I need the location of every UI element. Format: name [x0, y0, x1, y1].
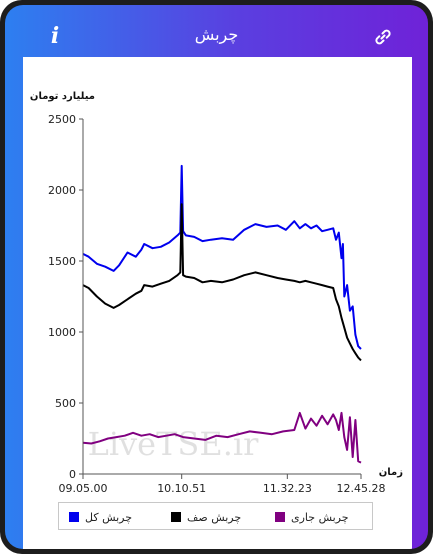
x-tick-label: 10.10.51: [157, 482, 206, 495]
info-icon: i: [50, 23, 60, 49]
legend-swatch-current: [275, 512, 285, 522]
y-tick-label: 2000: [48, 184, 76, 197]
series-line-queue: [82, 203, 362, 362]
page-title: چربش: [194, 25, 239, 44]
y-tick-label: 500: [55, 397, 76, 410]
x-axis-label: زمان: [379, 467, 403, 478]
legend-swatch-total: [69, 512, 79, 522]
x-tick-label: 09.05.00: [59, 482, 108, 495]
link-icon: [375, 29, 391, 45]
legend-item-current[interactable]: چربش جاری: [275, 509, 349, 525]
legend-item-queue[interactable]: چربش صف: [171, 509, 241, 525]
info-button[interactable]: i: [45, 23, 65, 49]
watermark: LiveTSE.ir: [88, 425, 260, 463]
y-tick-label: 1500: [48, 255, 76, 268]
x-tick-label: 11.32.23: [263, 482, 312, 495]
legend-item-total[interactable]: چربش کل: [69, 509, 132, 525]
legend-label-total: چربش کل: [85, 510, 133, 524]
series-line-current: [82, 411, 362, 464]
legend-swatch-queue: [171, 512, 181, 522]
chart-legend: چربش کل چربش صف چربش جاری: [58, 502, 373, 530]
y-axis-label: میلیارد تومان: [30, 91, 95, 102]
y-tick-label: 1000: [48, 326, 76, 339]
y-tick-label: 0: [69, 468, 76, 481]
header-bar: i چربش: [5, 5, 428, 57]
chart-panel: میلیارد تومان زمان LiveTSE.ir 0 500 1000 15…: [23, 57, 412, 549]
link-button[interactable]: [373, 27, 393, 47]
app-window: i چربش میلیارد تومان زمان LiveTSE.ir: [5, 5, 428, 549]
series-line-total: [82, 164, 362, 350]
line-chart: میلیارد تومان زمان LiveTSE.ir 0 500 1000 15…: [30, 91, 403, 495]
x-tick-label: 12.45.28: [337, 482, 386, 495]
legend-label-queue: چربش صف: [187, 510, 242, 524]
legend-label-current: چربش جاری: [291, 510, 349, 524]
y-tick-label: 2500: [48, 113, 76, 126]
